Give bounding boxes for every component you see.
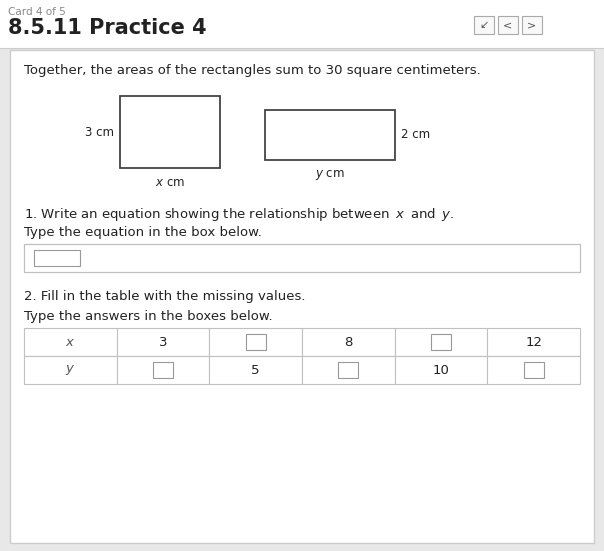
Bar (120, 96, 220, 168)
Bar (34, 250, 80, 266)
Bar (210, 356, 302, 384)
Bar (394, 356, 487, 384)
Bar (265, 110, 395, 160)
Text: <: < (503, 20, 513, 30)
Text: Type the answers in the boxes below.: Type the answers in the boxes below. (24, 310, 272, 323)
Bar (474, 16, 494, 34)
Text: 8.5.11 Practice 4: 8.5.11 Practice 4 (8, 18, 207, 38)
Bar (302, 356, 394, 384)
Text: 5: 5 (251, 364, 260, 376)
Text: ↙: ↙ (480, 20, 489, 30)
Bar (487, 356, 580, 384)
Text: $y$: $y$ (65, 363, 76, 377)
Bar (24, 328, 117, 356)
Text: Together, the areas of the rectangles sum to 30 square centimeters.: Together, the areas of the rectangles su… (24, 64, 481, 77)
Text: 2. Fill in the table with the missing values.: 2. Fill in the table with the missing va… (24, 290, 306, 303)
Bar (10, 50, 594, 543)
Bar (522, 16, 542, 34)
Text: Card 4 of 5: Card 4 of 5 (8, 7, 66, 17)
Text: $x$ cm: $x$ cm (155, 176, 185, 189)
Text: 12: 12 (525, 336, 542, 348)
Text: $x$: $x$ (65, 336, 76, 348)
Bar (498, 16, 518, 34)
Bar (210, 328, 302, 356)
Text: 2 cm: 2 cm (401, 128, 430, 142)
Text: 3 cm: 3 cm (85, 126, 114, 138)
Bar (153, 362, 173, 378)
Bar (302, 328, 394, 356)
Bar (524, 362, 544, 378)
Bar (338, 362, 358, 378)
Bar (117, 356, 210, 384)
Text: $y$ cm: $y$ cm (315, 168, 345, 182)
Bar (0, 0, 604, 48)
Bar (394, 328, 487, 356)
Text: Type the equation in the box below.: Type the equation in the box below. (24, 226, 262, 239)
Bar (431, 334, 451, 350)
Text: >: > (527, 20, 536, 30)
Bar (24, 356, 117, 384)
Bar (24, 244, 580, 272)
Text: 8: 8 (344, 336, 353, 348)
Bar (246, 334, 266, 350)
Bar (117, 328, 210, 356)
Text: 3: 3 (159, 336, 167, 348)
Text: 1. Write an equation showing the relationship between  $x$  and  $y$.: 1. Write an equation showing the relatio… (24, 206, 455, 223)
Text: 10: 10 (432, 364, 449, 376)
Bar (487, 328, 580, 356)
